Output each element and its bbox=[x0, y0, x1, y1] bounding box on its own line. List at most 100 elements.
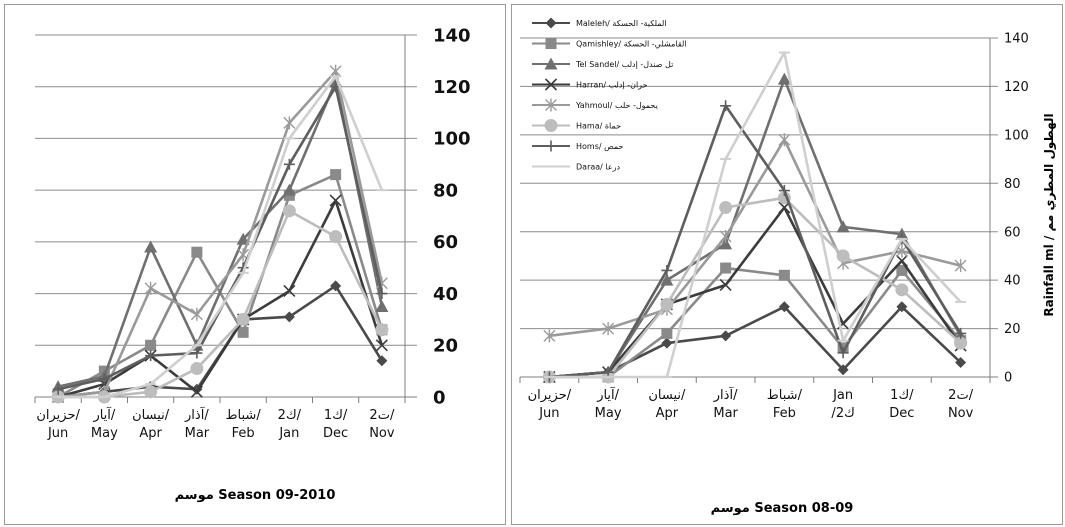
series-1-point bbox=[955, 356, 967, 368]
series-1-point bbox=[661, 337, 673, 349]
series-2-point bbox=[720, 262, 732, 274]
series-2-point bbox=[237, 326, 249, 338]
legend: Maleleh/ الملكية- الحسكة Qamishley/ القام… bbox=[532, 17, 687, 172]
series-2-point bbox=[145, 339, 157, 351]
y-tick-label: 40 bbox=[1004, 274, 1021, 289]
series-4-point bbox=[190, 385, 203, 398]
x-tick-label: شباط/Feb bbox=[767, 388, 803, 421]
series-7-point bbox=[837, 347, 849, 359]
series-6-point bbox=[282, 204, 296, 218]
y-tick-label: 140 bbox=[433, 25, 471, 46]
legend-item: Daraa/ درعا bbox=[532, 163, 620, 172]
x-tick-label: ك1/Dec bbox=[889, 388, 914, 421]
legend-item: Qamishley/ القامشلي- الحسكة bbox=[532, 38, 687, 49]
legend-marker bbox=[545, 140, 557, 152]
y-tick-labels: 0 20 40 60 80 100 120 140 bbox=[433, 25, 471, 408]
y-tick-label: 140 bbox=[1004, 32, 1029, 47]
x-tick-label: آيار/May bbox=[595, 386, 622, 421]
series-6-point bbox=[144, 385, 158, 399]
legend-item: Harran/ حران- إدلب bbox=[532, 78, 648, 91]
series-2-point bbox=[330, 169, 342, 181]
series-3-point bbox=[375, 300, 389, 312]
line-chart-season-2009-2010: 0 20 40 60 80 100 120 140 حزيران/Jun آيار/May نيسا… bbox=[34, 25, 471, 503]
series-5 bbox=[543, 133, 967, 343]
series-1-point bbox=[837, 364, 849, 376]
series-1-point bbox=[896, 301, 908, 313]
series-5-point bbox=[719, 230, 732, 244]
x-tick-label: نيسان/Apr bbox=[132, 408, 170, 441]
y-tick-labels: 0 20 40 60 80 100 120 140 bbox=[1004, 32, 1029, 386]
series-7-point bbox=[283, 158, 295, 170]
series-7-point bbox=[720, 100, 732, 112]
x-tick-label: آذار/Mar bbox=[184, 406, 210, 441]
series-5-point bbox=[543, 329, 556, 343]
y-tick-label: 0 bbox=[1004, 371, 1012, 386]
y-axis-title: Rainfall ml / الهطول المطري مم bbox=[1042, 113, 1057, 316]
series-3-point bbox=[719, 237, 733, 250]
legend-label: Tel Sandel/ تل صندل- إدلب bbox=[575, 60, 673, 70]
series-6-point bbox=[190, 362, 204, 376]
gridlines bbox=[519, 37, 998, 383]
series-5-point bbox=[602, 322, 615, 336]
x-tick-label: آذار/Mar bbox=[713, 386, 739, 421]
series-3-point bbox=[660, 273, 674, 286]
series-6 bbox=[542, 191, 968, 384]
chart-title: موسم Season 08-09 bbox=[711, 501, 854, 516]
series-7-point bbox=[376, 288, 388, 300]
legend-item: Maleleh/ الملكية- الحسكة bbox=[532, 17, 667, 29]
y-tick-label: 0 bbox=[433, 387, 446, 408]
series-1-point bbox=[283, 311, 295, 323]
series-7-point bbox=[191, 347, 203, 359]
series-5-line bbox=[549, 138, 961, 338]
x-tick-label: Jan/ك2 bbox=[831, 388, 854, 421]
series-1-point bbox=[376, 355, 388, 367]
gridlines bbox=[34, 34, 417, 403]
series-6-point bbox=[236, 312, 250, 326]
legend-label: Hama/ حماة bbox=[576, 122, 621, 131]
series-3-point bbox=[777, 72, 791, 85]
x-tick-label: ت2/Nov bbox=[369, 408, 395, 441]
legend-item: Homs/ حمص bbox=[532, 140, 624, 152]
chart-panel-season-2009-2010: 0 20 40 60 80 100 120 140 حزيران/Jun آيار/May نيسا… bbox=[4, 4, 506, 525]
y-tick-label: 20 bbox=[1004, 322, 1021, 337]
series-2-point bbox=[661, 327, 673, 339]
series-6-point bbox=[836, 249, 850, 263]
series-1-point bbox=[778, 301, 790, 313]
series-5-point bbox=[144, 281, 157, 295]
line-chart-season-2008-2009: 0 20 40 60 80 100 120 140 حزيران/Jun آيار/May نيسا… bbox=[519, 17, 1057, 516]
legend-label: Homs/ حمص bbox=[576, 142, 624, 151]
y-tick-label: 120 bbox=[433, 77, 471, 98]
y-tick-label: 80 bbox=[1004, 177, 1021, 192]
series-7-point bbox=[98, 373, 110, 385]
series-6-point bbox=[719, 201, 733, 214]
series-5-point bbox=[954, 259, 967, 273]
chart-panel-season-2008-2009: 0 20 40 60 80 100 120 140 حزيران/Jun آيار/May نيسا… bbox=[511, 4, 1063, 525]
series-4-point bbox=[895, 254, 908, 267]
series-3-point bbox=[836, 220, 850, 233]
chart-title: موسم Season 09-2010 bbox=[175, 488, 336, 503]
series-5-point bbox=[283, 116, 296, 130]
series-3-point bbox=[144, 240, 158, 253]
series-1-line bbox=[549, 305, 962, 379]
series-4-point bbox=[283, 284, 296, 298]
legend-label: Qamishley/ القامشلي- الحسكة bbox=[576, 40, 687, 49]
series-8 bbox=[52, 75, 388, 399]
legend-label: Maleleh/ الملكية- الحسكة bbox=[576, 19, 667, 28]
legend-marker bbox=[545, 17, 557, 29]
legend-marker bbox=[545, 38, 557, 49]
series-6-point bbox=[895, 283, 909, 297]
x-tick-label: آيار/May bbox=[91, 406, 118, 441]
series-7-point bbox=[661, 264, 673, 276]
series-7-point bbox=[52, 383, 64, 395]
legend-marker bbox=[545, 98, 557, 112]
series-2-point bbox=[191, 246, 203, 258]
series-4-line bbox=[549, 206, 962, 379]
legend-item: Yahmoul/ يحمول- حلب bbox=[532, 98, 658, 112]
series-8 bbox=[543, 51, 967, 379]
legend-marker bbox=[544, 57, 558, 70]
series-5-point bbox=[778, 133, 791, 147]
series-8-line bbox=[58, 75, 384, 399]
series-2-point bbox=[778, 269, 790, 281]
x-tick-labels: حزيران/Jun آيار/May نيسان/Apr آذار/Mar شباط/… bbox=[36, 406, 395, 441]
y-tick-label: 120 bbox=[1004, 80, 1029, 95]
